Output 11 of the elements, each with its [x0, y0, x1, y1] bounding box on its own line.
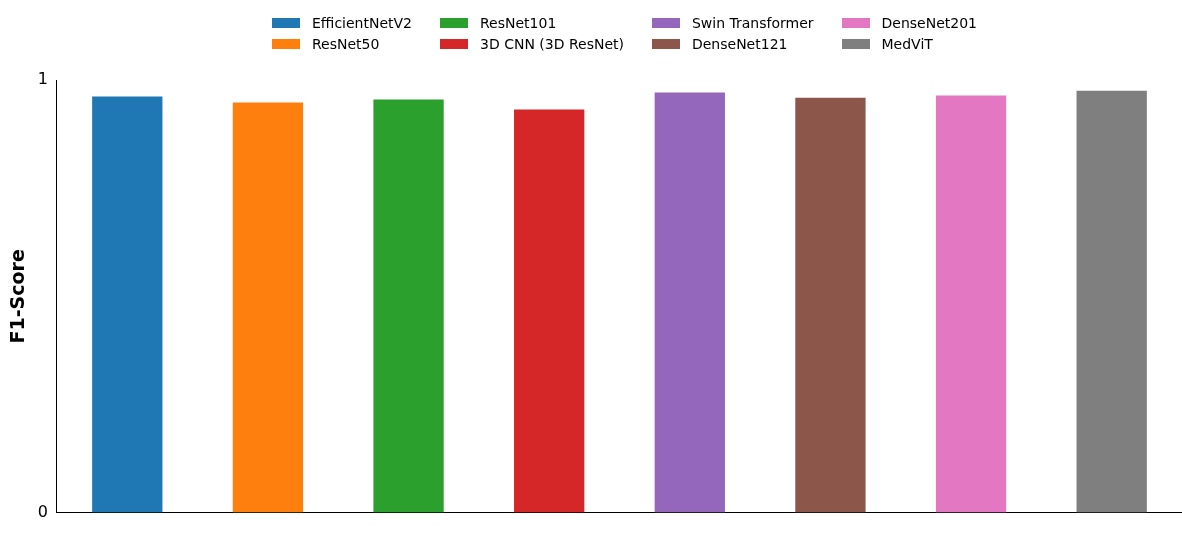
legend-label: EfficientNetV2	[312, 14, 413, 31]
legend-label: DenseNet201	[881, 14, 978, 31]
legend-label: ResNet101	[480, 14, 557, 31]
y-tick-label: 0	[37, 501, 48, 521]
y-axis-title: F1-Score	[6, 249, 29, 344]
legend-label: 3D CNN (3D ResNet)	[480, 35, 624, 52]
legend-label: MedViT	[881, 35, 933, 52]
legend-label: DenseNet121	[691, 35, 788, 52]
legend-label: ResNet50	[312, 35, 380, 52]
y-tick-label: 1	[37, 69, 48, 89]
legend-label: Swin Transformer	[691, 14, 814, 31]
